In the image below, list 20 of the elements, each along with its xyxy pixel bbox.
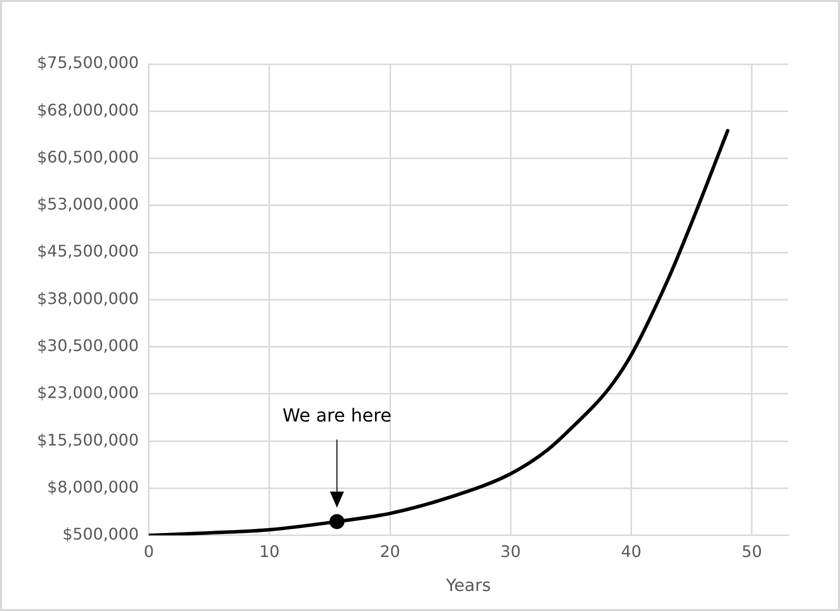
x-tick-label: 20 bbox=[380, 542, 400, 562]
y-tick-label: $45,500,000 bbox=[36, 242, 139, 261]
y-tick-label: $75,500,000 bbox=[36, 53, 139, 72]
y-tick-label: $8,000,000 bbox=[47, 477, 139, 496]
y-tick-label: $68,000,000 bbox=[36, 100, 139, 120]
x-axis-title: Years bbox=[444, 576, 491, 596]
x-tick-label: 30 bbox=[500, 542, 521, 562]
line-series bbox=[148, 128, 730, 536]
x-tick-label: 0 bbox=[144, 542, 154, 562]
x-tick-label: 50 bbox=[742, 542, 762, 562]
y-tick-label: $23,000,000 bbox=[36, 383, 139, 402]
x-tick-label: 10 bbox=[259, 542, 280, 562]
y-tick-label: $53,000,000 bbox=[36, 194, 139, 214]
y-tick-label: $500,000 bbox=[62, 524, 139, 544]
y-tick-label: $30,500,000 bbox=[36, 336, 139, 355]
y-tick-label: $38,000,000 bbox=[36, 288, 139, 308]
y-tick-label: $60,500,000 bbox=[36, 147, 139, 166]
annotation: We are here bbox=[282, 406, 392, 427]
x-tick-label: 40 bbox=[621, 542, 642, 562]
y-tick-label: $15,500,000 bbox=[36, 430, 139, 450]
